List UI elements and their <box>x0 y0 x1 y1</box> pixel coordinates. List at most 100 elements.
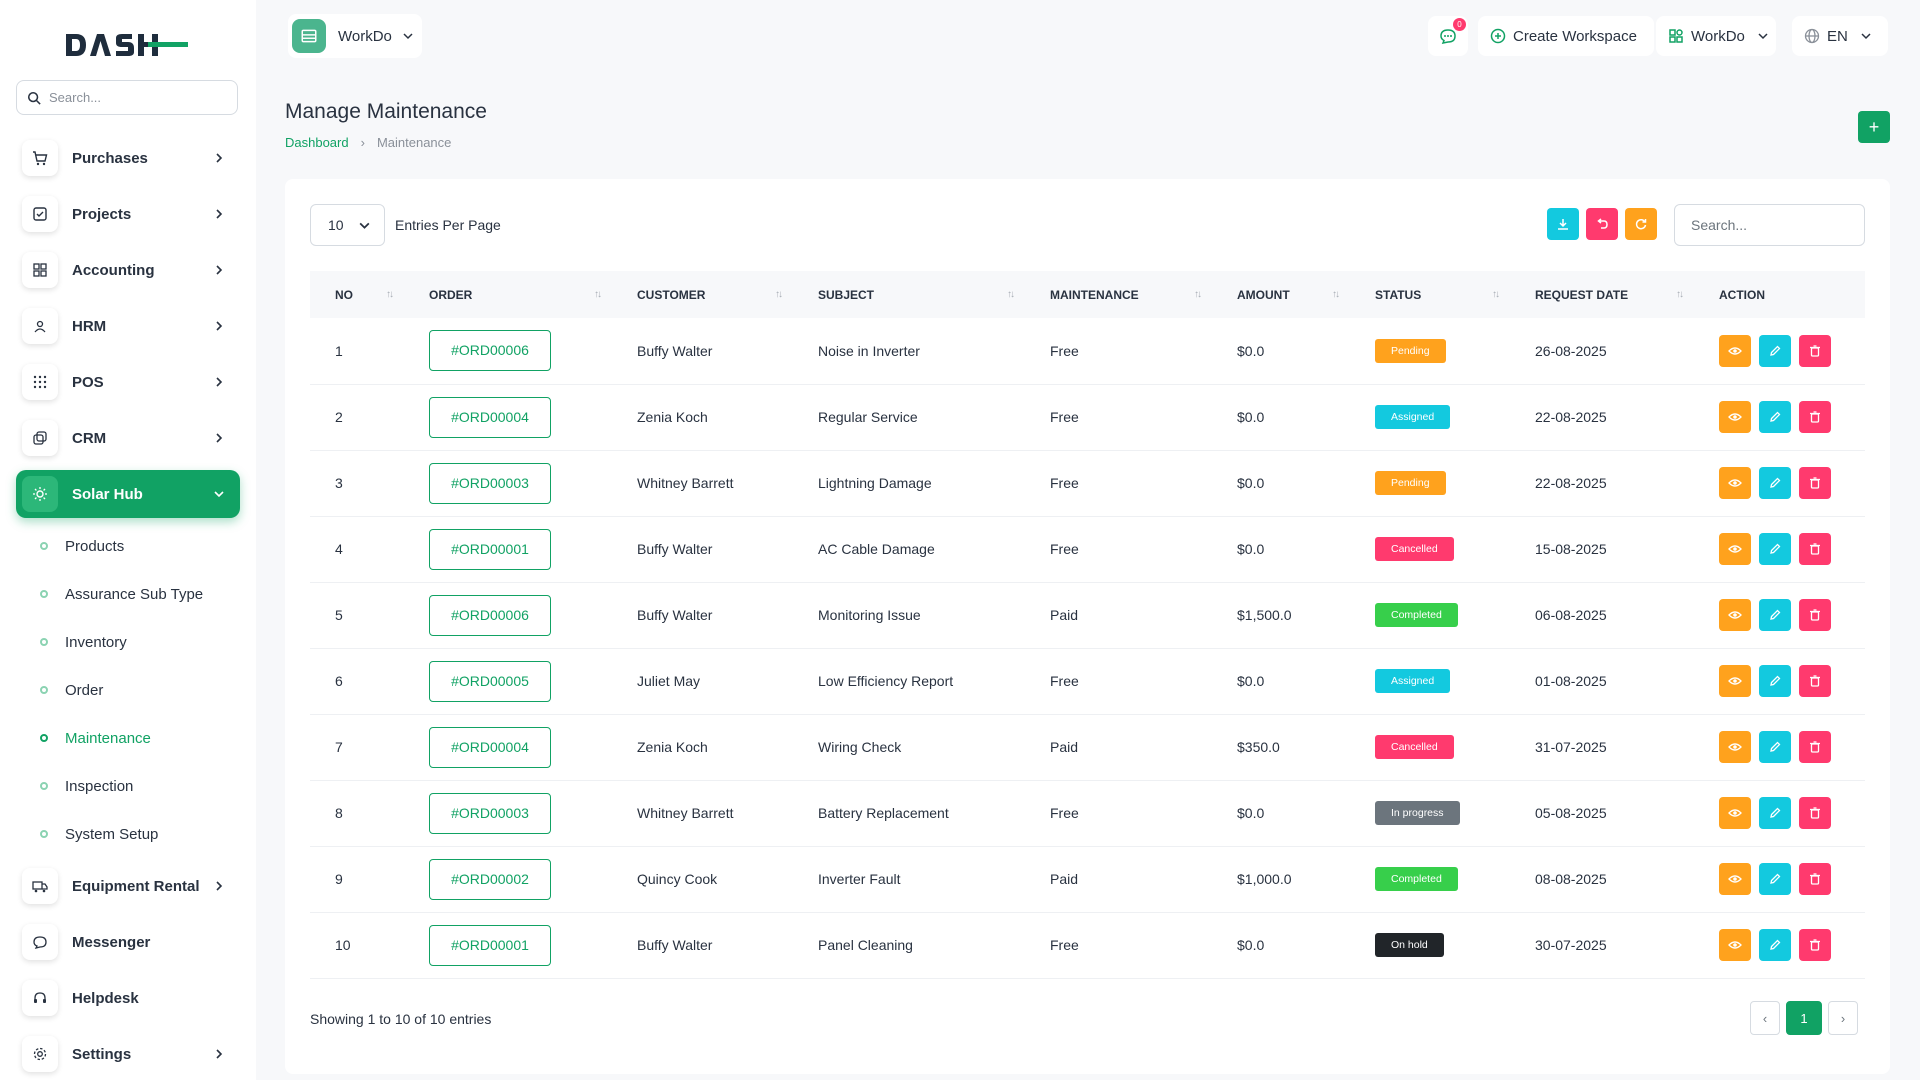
delete-button[interactable] <box>1799 334 1831 367</box>
cell-customer: Buffy Walter <box>612 318 793 385</box>
view-button[interactable] <box>1719 599 1751 631</box>
edit-button[interactable] <box>1759 731 1791 763</box>
delete-button[interactable] <box>1799 599 1831 631</box>
cell-request-date: 31-07-2025 <box>1510 714 1694 781</box>
view-button[interactable] <box>1719 665 1751 697</box>
delete-button[interactable] <box>1799 533 1831 565</box>
view-button[interactable] <box>1719 863 1751 895</box>
dash-logo[interactable] <box>64 28 190 62</box>
reset-button[interactable] <box>1586 208 1618 240</box>
messages-button[interactable]: 0 <box>1428 16 1468 56</box>
view-button[interactable] <box>1719 929 1751 961</box>
edit-button[interactable] <box>1759 797 1791 829</box>
sidebar-search[interactable] <box>16 80 238 115</box>
reload-button[interactable] <box>1625 208 1657 240</box>
entries-per-page-select[interactable]: 10 <box>310 204 385 246</box>
edit-button[interactable] <box>1759 401 1791 433</box>
order-link[interactable]: #ORD00006 <box>429 330 551 372</box>
delete-button[interactable] <box>1799 467 1831 499</box>
column-header-order[interactable]: ORDER ↑↓ <box>404 271 612 318</box>
workspace-menu-button[interactable]: WorkDo <box>1656 16 1776 56</box>
sidebar-item-label: Messenger <box>72 933 151 951</box>
column-header-customer[interactable]: CUSTOMER ↑↓ <box>612 271 793 318</box>
edit-button[interactable] <box>1759 665 1791 697</box>
view-button[interactable] <box>1719 731 1751 763</box>
sidebar-search-input[interactable] <box>49 90 219 105</box>
sidebar-subitem-order[interactable]: Order <box>40 679 103 701</box>
order-link[interactable]: #ORD00004 <box>429 396 551 438</box>
order-link[interactable]: #ORD00001 <box>429 924 551 966</box>
bullet-icon <box>40 686 48 694</box>
column-header-no[interactable]: NO ↑↓ <box>310 271 404 318</box>
order-link[interactable]: #ORD00002 <box>429 858 551 900</box>
cell-no: 8 <box>310 780 404 847</box>
prev-page-button[interactable]: ‹ <box>1750 1001 1780 1035</box>
delete-button[interactable] <box>1799 401 1831 433</box>
trash-icon <box>1810 741 1820 753</box>
view-button[interactable] <box>1719 401 1751 433</box>
order-link[interactable]: #ORD00001 <box>429 528 551 570</box>
language-switcher[interactable]: EN <box>1792 16 1888 56</box>
sidebar-subitem-inventory[interactable]: Inventory <box>40 631 127 653</box>
view-button[interactable] <box>1719 797 1751 829</box>
page-button-current[interactable]: 1 <box>1786 1001 1822 1035</box>
column-header-amount[interactable]: AMOUNT ↑↓ <box>1212 271 1350 318</box>
add-maintenance-button[interactable]: + <box>1858 111 1890 143</box>
export-button[interactable] <box>1547 208 1579 240</box>
trash-icon <box>1810 543 1820 555</box>
delete-button[interactable] <box>1799 929 1831 961</box>
order-link[interactable]: #ORD00003 <box>429 462 551 504</box>
cell-subject: Wiring Check <box>793 714 1025 781</box>
view-button[interactable] <box>1719 533 1751 565</box>
search-icon <box>27 91 41 105</box>
cell-request-date: 15-08-2025 <box>1510 516 1694 583</box>
sidebar-item-messenger[interactable]: Messenger <box>16 919 240 965</box>
edit-button[interactable] <box>1759 929 1791 961</box>
breadcrumb-home-link[interactable]: Dashboard <box>285 135 349 150</box>
table-search[interactable] <box>1674 204 1865 246</box>
cell-customer: Zenia Koch <box>612 714 793 781</box>
table-row: 6 #ORD00005 Juliet May Low Efficiency Repor… <box>310 648 1865 715</box>
sidebar-item-helpdesk[interactable]: Helpdesk <box>16 975 240 1021</box>
sidebar-subitem-system-setup[interactable]: System Setup <box>40 823 158 845</box>
sidebar-subitem-assurance-sub-type[interactable]: Assurance Sub Type <box>40 583 203 605</box>
next-page-button[interactable]: › <box>1828 1001 1858 1035</box>
column-header-subject[interactable]: SUBJECT ↑↓ <box>793 271 1025 318</box>
edit-button[interactable] <box>1759 467 1791 499</box>
edit-button[interactable] <box>1759 863 1791 895</box>
order-link[interactable]: #ORD00004 <box>429 726 551 768</box>
edit-button[interactable] <box>1759 599 1791 631</box>
table-search-input[interactable] <box>1691 217 1851 233</box>
column-header-request-date[interactable]: REQUEST DATE ↑↓ <box>1510 271 1694 318</box>
delete-button[interactable] <box>1799 731 1831 763</box>
sidebar-item-projects[interactable]: Projects <box>16 191 240 237</box>
sidebar-item-accounting[interactable]: Accounting <box>16 247 240 293</box>
sidebar-item-pos[interactable]: POS <box>16 359 240 405</box>
column-header-maintenance[interactable]: MAINTENANCE ↑↓ <box>1025 271 1212 318</box>
sidebar-item-hrm[interactable]: HRM <box>16 303 240 349</box>
order-link[interactable]: #ORD00006 <box>429 594 551 636</box>
edit-button[interactable] <box>1759 533 1791 565</box>
sidebar-item-equipment-rental[interactable]: Equipment Rental <box>16 863 240 909</box>
column-header-status[interactable]: STATUS ↑↓ <box>1350 271 1510 318</box>
view-button[interactable] <box>1719 334 1751 367</box>
sidebar-item-solar-hub[interactable]: Solar Hub <box>16 470 240 518</box>
delete-button[interactable] <box>1799 797 1831 829</box>
view-button[interactable] <box>1719 467 1751 499</box>
workspace-switcher[interactable]: WorkDo <box>288 14 422 58</box>
sidebar-subitem-label: Maintenance <box>65 729 151 747</box>
sidebar-subitem-products[interactable]: Products <box>40 535 124 557</box>
edit-button[interactable] <box>1759 334 1791 367</box>
delete-button[interactable] <box>1799 665 1831 697</box>
sidebar-subitem-maintenance[interactable]: Maintenance <box>40 727 151 749</box>
cell-status: Assigned <box>1350 648 1510 715</box>
sidebar-item-crm[interactable]: CRM <box>16 415 240 461</box>
create-workspace-button[interactable]: Create Workspace <box>1478 16 1654 56</box>
sidebar-subitem-inspection[interactable]: Inspection <box>40 775 133 797</box>
delete-button[interactable] <box>1799 863 1831 895</box>
sidebar-item-settings[interactable]: Settings <box>16 1031 240 1077</box>
status-badge: Completed <box>1375 603 1458 627</box>
order-link[interactable]: #ORD00005 <box>429 660 551 702</box>
sidebar-item-purchases[interactable]: Purchases <box>16 135 240 181</box>
order-link[interactable]: #ORD00003 <box>429 792 551 834</box>
